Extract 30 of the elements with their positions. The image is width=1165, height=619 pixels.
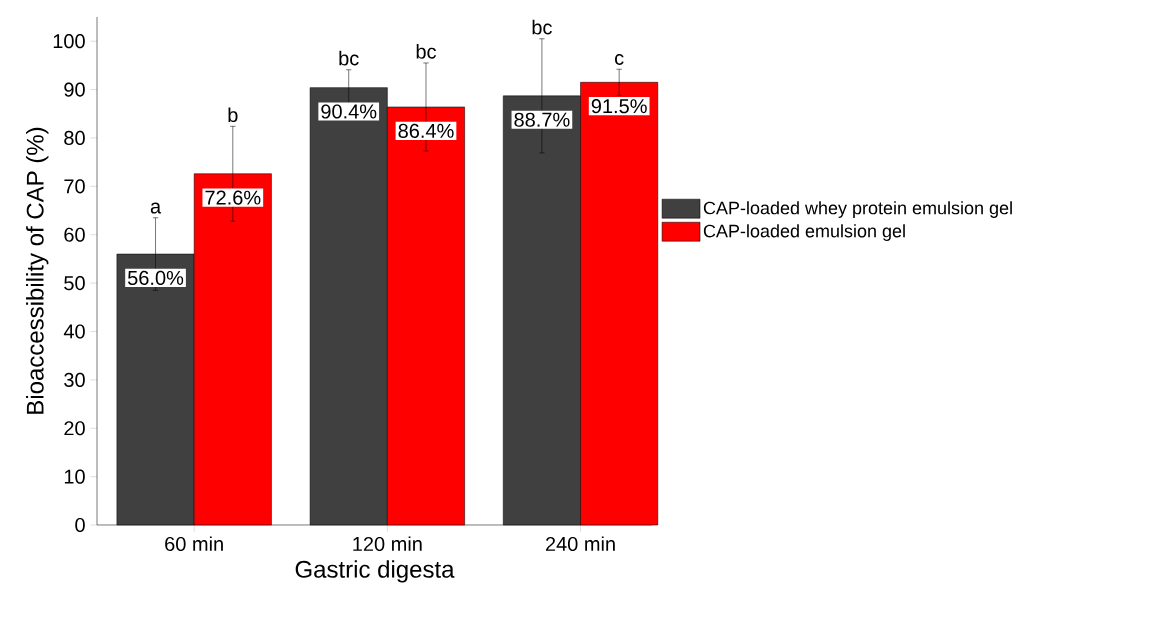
x-tick-label: 240 min <box>545 536 615 552</box>
annotation: c <box>615 54 624 65</box>
legend-label: CAP-loaded whey protein emulsion gel <box>703 201 1012 218</box>
x-tick-label: 120 min <box>353 536 422 552</box>
data-label: 88.7% <box>514 112 570 127</box>
y-tick-label: 40 <box>63 324 85 339</box>
y-axis-title: Bioaccessibility of CAP (%) <box>26 127 49 414</box>
y-tick-label: 70 <box>64 179 85 194</box>
data-label: 56.0% <box>127 270 184 285</box>
legend-label: CAP-loaded emulsion gel <box>703 224 905 241</box>
y-tick-label: 20 <box>64 421 85 436</box>
data-label: 72.6% <box>205 190 261 205</box>
annotation: bc <box>416 44 437 59</box>
y-tick-label: 90 <box>64 82 85 97</box>
x-tick-label: 60 min <box>165 536 223 552</box>
y-tick-label: 30 <box>64 372 85 387</box>
data-label: 91.5% <box>591 99 647 114</box>
annotation: b <box>228 107 238 123</box>
y-tick-label: 100 <box>53 34 85 49</box>
y-tick-label: 50 <box>64 276 85 291</box>
y-tick-label: 0 <box>75 517 85 533</box>
x-axis-title: Gastric digesta <box>295 560 455 583</box>
y-tick-label: 10 <box>64 469 85 484</box>
annotation: a <box>150 202 162 214</box>
y-tick-label: 60 <box>64 227 85 242</box>
annotation: bc <box>339 50 359 66</box>
y-tick-label: 80 <box>64 130 85 146</box>
annotation: bc <box>532 19 552 35</box>
data-label: 86.4% <box>398 123 454 138</box>
data-label: 90.4% <box>321 104 377 119</box>
